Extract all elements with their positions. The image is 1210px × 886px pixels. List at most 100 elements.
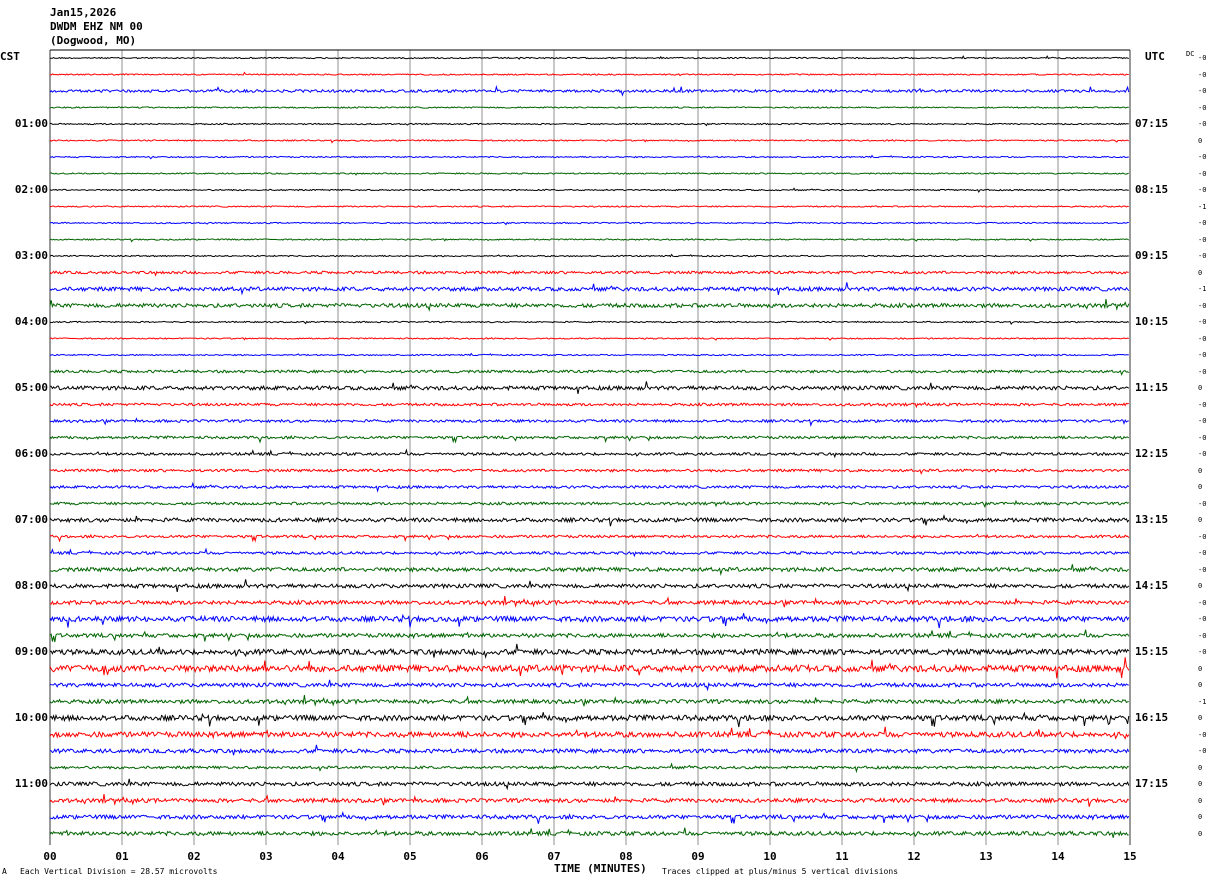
seismic-trace: [49, 337, 1129, 341]
dc-offset-label: -1: [1198, 697, 1207, 706]
left-hour-label: 02:00: [14, 183, 48, 196]
dc-offset-label: -0: [1198, 631, 1207, 640]
seismic-trace: [49, 810, 1130, 824]
dc-offset-label: 0: [1198, 780, 1203, 788]
seismic-trace: [49, 827, 1129, 838]
right-hour-label: 07:15: [1135, 117, 1169, 130]
left-hour-label: 03:00: [14, 249, 48, 262]
dc-offset-label: 0: [1198, 466, 1203, 475]
seismic-trace: [49, 547, 1130, 558]
seismic-trace: [49, 726, 1130, 740]
date-label: Jan15,2026: [50, 6, 117, 19]
seismic-trace: [49, 744, 1130, 756]
left-hour-label: 08:00: [14, 579, 48, 592]
seismic-trace: [49, 448, 1129, 459]
seismic-trace: [49, 657, 1130, 679]
seismic-trace: [49, 139, 1130, 144]
x-tick-label: 03: [259, 850, 273, 863]
x-tick-label: 13: [979, 850, 993, 863]
dc-offset-label: -0: [1198, 433, 1207, 442]
right-hour-label: 10:15: [1135, 315, 1169, 328]
seismic-traces: [49, 55, 1130, 838]
dc-offset-label: 0: [1198, 268, 1203, 277]
location-label: (Dogwood, MO): [50, 34, 137, 47]
left-hour-label: 01:00: [14, 117, 48, 130]
left-hour-label: 10:00: [14, 711, 48, 724]
dc-offset-label: 0: [1198, 483, 1203, 491]
seismic-trace: [49, 762, 1129, 774]
dc-offset-label: 0: [1198, 796, 1203, 805]
x-tick-label: 15: [1123, 850, 1137, 863]
dc-offset-label: -0: [1198, 598, 1207, 607]
dc-offset-label: 0: [1198, 384, 1203, 392]
seismic-trace: [49, 579, 1130, 593]
left-hour-label: 05:00: [14, 381, 48, 394]
station-label: DWDM EHZ NM 00: [50, 20, 143, 33]
seismic-trace: [49, 84, 1130, 97]
x-axis-title: TIME (MINUTES): [554, 862, 647, 875]
x-tick-label: 07: [547, 850, 561, 863]
seismic-trace: [49, 205, 1129, 208]
vertical-division-note: Each Vertical Division = 28.57 microvolt…: [20, 867, 218, 876]
x-tick-label: 09: [691, 850, 705, 863]
dc-offset-label: -0: [1198, 153, 1207, 161]
seismic-trace: [49, 299, 1130, 312]
dc-offset-label: -0: [1198, 169, 1207, 178]
dc-offset-label: -0: [1198, 565, 1207, 574]
seismic-trace: [49, 282, 1130, 296]
dc-offset-label: -0: [1198, 648, 1207, 656]
seismic-trace: [49, 613, 1130, 629]
dc-offset-label: 0: [1198, 714, 1203, 722]
right-hour-label: 09:15: [1135, 249, 1169, 262]
left-hour-label: 07:00: [14, 513, 48, 526]
dc-offset-label: -0: [1198, 70, 1207, 79]
dc-offset-label: 0: [1198, 664, 1203, 673]
left-hour-label: 04:00: [14, 315, 48, 328]
seismic-trace: [49, 253, 1129, 258]
seismic-trace: [49, 238, 1130, 243]
seismic-trace: [49, 533, 1130, 543]
dc-offset-label: -0: [1198, 615, 1207, 623]
dc-offset-label: -0: [1198, 367, 1207, 376]
seismic-trace: [49, 596, 1130, 608]
cst-label: CST: [0, 50, 20, 63]
dc-offset-label: -0: [1198, 747, 1207, 755]
x-tick-label: 01: [115, 850, 129, 863]
seismic-trace: [49, 154, 1129, 160]
left-hour-label: 09:00: [14, 645, 48, 658]
seismic-trace: [49, 778, 1130, 791]
seismic-trace: [49, 106, 1129, 109]
dc-offset-label: -0: [1198, 532, 1207, 541]
dc-offset-label: -0: [1198, 318, 1207, 326]
left-hour-label: 11:00: [14, 777, 48, 790]
seismic-trace: [49, 122, 1129, 127]
seismic-trace: [49, 71, 1129, 77]
right-hour-label: 16:15: [1135, 711, 1169, 724]
dc-offset-label: -0: [1198, 87, 1207, 95]
seismic-trace: [49, 320, 1130, 326]
right-hour-label: 17:15: [1135, 777, 1169, 790]
dc-offset-label: -0: [1198, 252, 1207, 260]
dc-offset-label: 0: [1198, 516, 1203, 524]
seismic-trace: [49, 499, 1130, 509]
seismic-trace: [49, 468, 1130, 475]
dc-offset-label: -0: [1198, 235, 1207, 244]
seismic-trace: [49, 695, 1129, 707]
dc-offset-label: -0: [1198, 120, 1207, 128]
dc-offset-label: -0: [1198, 549, 1207, 557]
dc-offset-label: 0: [1198, 813, 1203, 821]
seismic-trace: [49, 369, 1130, 376]
dc-offset-label: -0: [1198, 301, 1207, 310]
right-hour-label: 11:15: [1135, 381, 1169, 394]
x-tick-label: 05: [403, 850, 417, 863]
right-hour-label: 13:15: [1135, 513, 1169, 526]
seismic-trace: [49, 481, 1130, 493]
dc-offset-label: -1: [1198, 202, 1207, 211]
dc-offset-label: -0: [1198, 186, 1207, 194]
seismic-trace: [49, 564, 1129, 576]
dc-offset-label: -0: [1198, 450, 1207, 458]
x-tick-label: 12: [907, 850, 921, 863]
seismic-trace: [50, 172, 1129, 176]
seismic-trace: [49, 629, 1130, 643]
seismic-trace: [50, 55, 1129, 60]
